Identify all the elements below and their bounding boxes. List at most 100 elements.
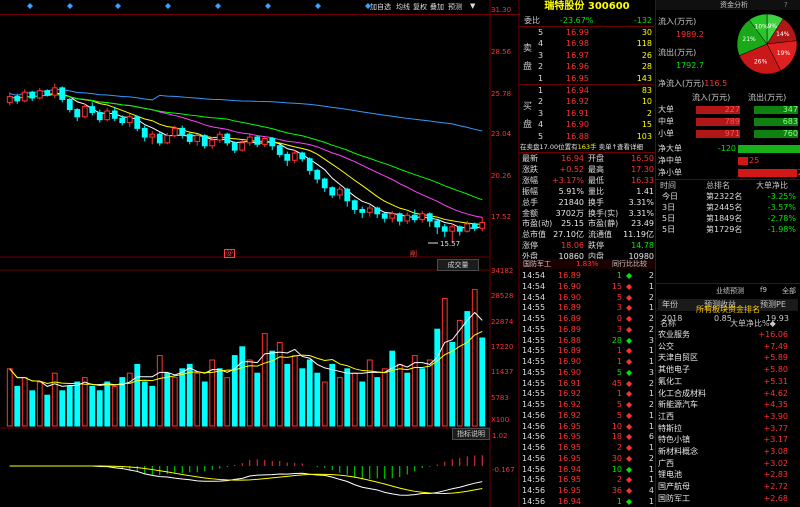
tick-count: 1 xyxy=(648,443,654,452)
event-diamond-icon[interactable] xyxy=(27,3,33,9)
candle-body xyxy=(419,213,426,221)
event-diamond-icon[interactable] xyxy=(315,3,321,9)
industry-row[interactable]: 其他电子 +5.80 xyxy=(656,364,800,375)
sell-order-price: 16.97 xyxy=(566,50,589,60)
quote-value: 23.49 xyxy=(631,219,654,229)
tick-count: 2 xyxy=(648,271,654,280)
tick-direction-icon: ◆ xyxy=(626,314,633,323)
volume-bar xyxy=(6,368,13,427)
tick-time: 14:56 xyxy=(522,486,546,495)
event-diamond-icon[interactable] xyxy=(67,3,73,9)
rank-row: 今日 第2322名 -3.25% xyxy=(656,191,800,202)
fund-tab[interactable]: 资金分析 xyxy=(720,1,748,9)
tick-row: 14:56 16.95 2 ◆ 1 xyxy=(520,474,656,485)
buy-order-row[interactable]: 1 16.94 83 xyxy=(520,85,654,96)
marker-right[interactable]: 削 xyxy=(410,250,417,258)
industry-row[interactable]: 特色小镇 +3.17 xyxy=(656,434,800,445)
sell-order-row[interactable]: 5 16.99 30 xyxy=(520,27,654,38)
industry-row[interactable]: 国产航母 +2.72 xyxy=(656,481,800,492)
candle-body xyxy=(104,110,111,121)
industry-pct: +3.90 xyxy=(763,411,788,421)
sell-order-row[interactable]: 2 16.96 28 xyxy=(520,61,654,72)
quote-row: 总手 21840 换手 3.31% xyxy=(520,197,656,208)
industry-row[interactable]: 广西 +3.02 xyxy=(656,458,800,469)
volume-bar xyxy=(479,337,486,427)
industry-pct: +3.77 xyxy=(763,423,788,433)
tick-time: 14:56 xyxy=(522,443,546,452)
tick-price: 16.89 xyxy=(558,324,581,334)
tick-time: 14:55 xyxy=(522,314,546,323)
candle-body xyxy=(306,158,313,171)
volume-tab[interactable]: 成交量 xyxy=(437,259,479,271)
rank-pct: -3.25% xyxy=(767,192,796,201)
quote-row: 涨停 18.06 跌停 14.78 xyxy=(520,240,656,251)
event-diamond-icon[interactable] xyxy=(215,3,221,9)
pie-slice-label: 9% xyxy=(767,23,777,30)
tick-direction-icon: ◆ xyxy=(626,443,633,452)
toolbar-add-watch[interactable]: 加自选 xyxy=(370,3,391,11)
forecast-tab[interactable]: 业绩预测 xyxy=(716,287,744,295)
industry-row[interactable]: 农业服务 +16.06 xyxy=(656,329,800,340)
industry-row[interactable]: 天津自贸区 +5.89 xyxy=(656,352,800,363)
forecast-all-tab[interactable]: 全部 xyxy=(782,287,796,295)
buy-order-row[interactable]: 2 16.92 10 xyxy=(520,96,654,107)
fund-pie-chart: 9%14% 19% 26% 21% 10% xyxy=(736,13,798,75)
volume-bar xyxy=(299,368,306,427)
sell-order-row[interactable]: 1 16.95 143 xyxy=(520,73,654,84)
quote-table: 最新 16.94 开盘 16.50 涨跌 +0.52 最高 17.30 涨幅 +3.17% 最低 16… xyxy=(520,153,656,263)
industry-h-pct[interactable]: 大单净比%◆ xyxy=(730,319,776,328)
event-diamond-icon[interactable] xyxy=(115,3,121,9)
marker-left[interactable]: @ xyxy=(224,249,235,258)
industry-row[interactable]: 江西 +3.90 xyxy=(656,411,800,422)
ma-line xyxy=(9,93,483,218)
toolbar-predict[interactable]: 预测 xyxy=(448,3,462,11)
rank-position: 第2445名 xyxy=(706,203,743,212)
stock-name: 瑞特股份 xyxy=(544,1,585,12)
industry-row[interactable]: 特斯拉 +3.77 xyxy=(656,423,800,434)
tick-count: 2 xyxy=(648,292,654,302)
candle-body xyxy=(51,87,58,96)
buy-order-row[interactable]: 3 16.91 2 xyxy=(520,108,654,119)
top-bar: 加自选 均线 复权 叠加 预测 ▼ xyxy=(0,0,520,15)
rank-period: 3日 xyxy=(662,203,676,212)
buy-order-row[interactable]: 5 16.88 103 xyxy=(520,131,654,142)
tick-row: 14:56 16.92 5 ◆ 1 xyxy=(520,410,656,421)
event-diamond-icon[interactable] xyxy=(165,3,171,9)
buy-order-row[interactable]: 4 16.90 15 xyxy=(520,119,654,130)
ma-line xyxy=(9,92,483,229)
fund-size-label: 中单 xyxy=(658,117,674,126)
toolbar-adjust[interactable]: 复权 xyxy=(413,3,427,11)
industry-row[interactable]: 化工合成材料 +4.62 xyxy=(656,388,800,399)
industry-name: 新材料概念 xyxy=(658,447,698,456)
forecast-f9-tab[interactable]: f9 xyxy=(760,286,767,294)
volume-bar xyxy=(66,385,73,427)
industry-row[interactable]: 新材料概念 +3.08 xyxy=(656,446,800,457)
event-diamond-icon[interactable] xyxy=(365,3,371,9)
tick-header-sector[interactable]: 国防军工 xyxy=(523,260,551,268)
tick-volume: 5 xyxy=(616,400,622,409)
industry-row[interactable]: 氟化工 +5.31 xyxy=(656,376,800,387)
net-inflow-label: 净流入(万元) xyxy=(658,79,705,88)
indicator-tab[interactable]: 指标说明 xyxy=(452,428,490,440)
event-diamond-icon[interactable] xyxy=(265,3,271,9)
toolbar-overlay[interactable]: 叠加 xyxy=(430,3,444,11)
tick-price: 16.89 xyxy=(558,271,581,280)
sell-notice[interactable]: 在卖盘17.00位置有163手 卖单↑查看详细 xyxy=(520,142,656,152)
sell-order-row[interactable]: 3 16.97 26 xyxy=(520,50,654,61)
volume-bar xyxy=(209,359,216,427)
tick-row: 14:55 16.89 3 ◆ 1 xyxy=(520,302,656,313)
fund-help-button[interactable]: ? xyxy=(784,1,788,9)
toolbar-ma[interactable]: 均线 xyxy=(396,3,410,11)
industry-row[interactable]: 新能源汽车 +4.35 xyxy=(656,399,800,410)
industry-row[interactable]: 国防军工 +2.68 xyxy=(656,493,800,504)
fund-in-bar xyxy=(696,130,740,138)
quote-row: 最新 16.94 开盘 16.50 xyxy=(520,153,656,164)
toolbar-more[interactable]: ▼ xyxy=(470,2,476,10)
volume-bar xyxy=(156,355,163,427)
sell-order-row[interactable]: 4 16.98 118 xyxy=(520,38,654,49)
industry-row[interactable]: 锂电池 +2.83 xyxy=(656,469,800,480)
kline-chart[interactable] xyxy=(0,0,520,507)
industry-row[interactable]: 公交 +7.49 xyxy=(656,341,800,352)
quote-label: 振幅 xyxy=(522,186,538,196)
tick-header-compare[interactable]: 同行比比较 xyxy=(612,260,647,268)
